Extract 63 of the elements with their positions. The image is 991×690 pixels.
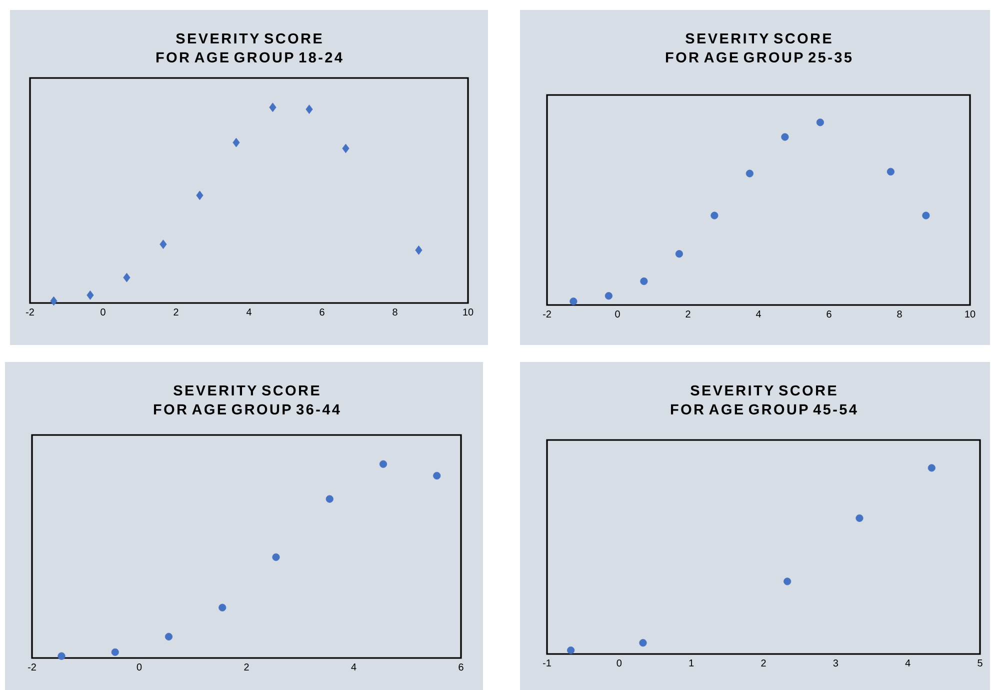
point — [160, 240, 167, 249]
x-tick-label: 6 — [826, 310, 832, 318]
point — [196, 190, 204, 200]
point — [567, 646, 575, 654]
x-tick-label: 10 — [463, 308, 474, 316]
point — [58, 652, 66, 660]
point — [922, 212, 930, 220]
x-tick-label: 0 — [136, 664, 142, 671]
point — [415, 245, 422, 255]
x-tick-label: 0 — [615, 310, 620, 318]
x-tick-label: 5 — [978, 660, 982, 666]
point — [640, 277, 648, 286]
x-tick-label: 2 — [686, 310, 690, 318]
point — [639, 639, 647, 647]
x-tick-label: 6 — [458, 664, 464, 671]
chart-title: SEVERITY SCORE FOR AGE GROUP 45-54 — [670, 385, 857, 414]
x-tick-label: 4 — [246, 308, 252, 316]
point — [710, 212, 718, 220]
x-tick-label: 8 — [392, 308, 398, 316]
x-tick-label: -2 — [543, 310, 551, 318]
point — [269, 102, 276, 112]
x-tick-label: 3 — [833, 660, 838, 667]
x-tick-label: -2 — [28, 664, 36, 670]
chart-title: SEVERITY SCORE FOR AGE GROUP 36-44 — [154, 385, 340, 414]
point — [816, 118, 824, 126]
x-tick-label: -2 — [26, 308, 34, 316]
point — [675, 250, 683, 258]
point — [306, 104, 313, 114]
point — [928, 464, 936, 472]
point — [886, 168, 894, 176]
x-tick-label: 0 — [616, 660, 622, 667]
x-tick-label: 4 — [756, 310, 761, 318]
point — [746, 170, 754, 178]
point — [856, 514, 864, 522]
point — [326, 495, 334, 503]
x-tick-label: 1 — [689, 660, 694, 666]
point — [86, 290, 94, 300]
x-tick-label: 4 — [905, 660, 910, 666]
chart-title: SEVERITY SCORE FOR AGE GROUP 18-24 — [156, 33, 342, 62]
point — [50, 296, 58, 306]
point — [784, 578, 792, 586]
x-tick-label: 4 — [351, 664, 356, 670]
x-tick-label: 10 — [965, 310, 976, 318]
point — [111, 648, 119, 656]
point — [433, 472, 441, 480]
chart-title: SEVERITY SCORE FOR AGE GROUP 25-35 — [666, 33, 852, 62]
point — [218, 604, 226, 612]
point — [232, 138, 240, 148]
x-tick-label: 2 — [244, 664, 249, 670]
x-tick-label: 8 — [897, 310, 902, 318]
x-tick-label: 2 — [174, 308, 178, 316]
x-tick-label: 0 — [100, 308, 106, 316]
point — [164, 632, 173, 640]
point — [123, 272, 130, 282]
point — [379, 460, 388, 468]
x-tick-label: 6 — [320, 308, 324, 316]
x-tick-label: -1 — [543, 660, 551, 666]
point — [781, 133, 789, 141]
point — [272, 553, 280, 561]
point — [342, 144, 350, 154]
x-tick-label: 2 — [761, 660, 766, 666]
point — [604, 292, 612, 300]
point — [570, 298, 578, 306]
